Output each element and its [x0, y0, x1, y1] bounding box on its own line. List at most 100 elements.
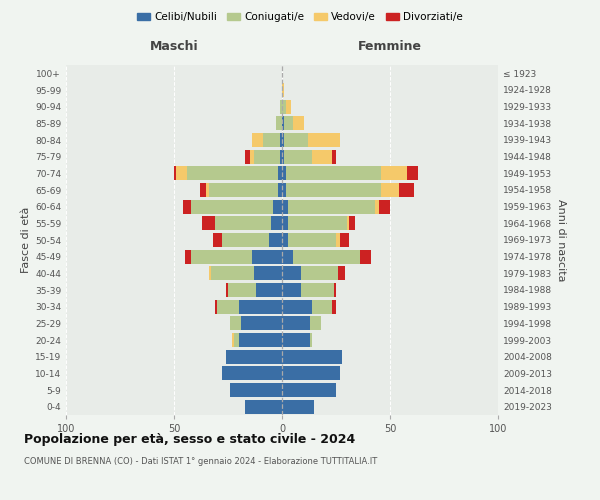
Bar — [312, 300, 332, 314]
Bar — [308, 133, 340, 147]
Bar — [340, 233, 349, 247]
Bar — [252, 133, 263, 147]
Bar — [301, 283, 334, 297]
Bar — [347, 216, 349, 230]
Bar — [282, 150, 284, 164]
Bar — [280, 150, 282, 164]
Bar — [379, 200, 390, 214]
Bar — [206, 183, 209, 197]
Bar — [226, 283, 228, 297]
Bar — [191, 200, 274, 214]
Bar — [256, 283, 282, 297]
Bar — [282, 250, 293, 264]
Bar — [245, 400, 282, 414]
Bar — [282, 316, 310, 330]
Text: Femmine: Femmine — [358, 40, 422, 52]
Bar — [282, 133, 284, 147]
Bar — [182, 200, 191, 214]
Bar — [176, 166, 187, 180]
Bar — [375, 200, 379, 214]
Y-axis label: Fasce di età: Fasce di età — [21, 207, 31, 273]
Bar — [280, 133, 282, 147]
Bar — [280, 100, 282, 114]
Bar — [221, 233, 269, 247]
Bar — [382, 166, 407, 180]
Y-axis label: Anni di nascita: Anni di nascita — [556, 198, 566, 281]
Bar — [274, 200, 282, 214]
Bar — [284, 116, 293, 130]
Bar — [250, 150, 254, 164]
Bar — [278, 166, 282, 180]
Bar — [275, 116, 282, 130]
Bar — [209, 266, 211, 280]
Bar — [382, 183, 398, 197]
Bar — [271, 216, 282, 230]
Bar — [310, 316, 321, 330]
Bar — [241, 316, 282, 330]
Bar — [407, 166, 418, 180]
Bar — [221, 366, 282, 380]
Bar — [301, 266, 338, 280]
Bar — [282, 166, 286, 180]
Bar — [282, 100, 286, 114]
Bar — [211, 266, 254, 280]
Bar — [286, 166, 382, 180]
Bar — [174, 166, 176, 180]
Bar — [239, 333, 282, 347]
Bar — [209, 183, 278, 197]
Bar — [213, 233, 221, 247]
Bar — [200, 183, 206, 197]
Bar — [312, 150, 332, 164]
Bar — [284, 150, 312, 164]
Bar — [263, 133, 280, 147]
Bar — [293, 116, 304, 130]
Bar — [282, 216, 289, 230]
Bar — [232, 333, 235, 347]
Bar — [252, 250, 282, 264]
Bar — [349, 216, 355, 230]
Bar — [398, 183, 414, 197]
Bar — [282, 283, 301, 297]
Bar — [334, 283, 336, 297]
Bar — [235, 333, 239, 347]
Bar — [185, 250, 191, 264]
Bar — [282, 266, 301, 280]
Bar — [228, 283, 256, 297]
Bar — [282, 366, 340, 380]
Bar — [282, 300, 312, 314]
Bar — [282, 400, 314, 414]
Bar — [289, 216, 347, 230]
Bar — [230, 316, 241, 330]
Bar — [215, 216, 271, 230]
Bar — [191, 250, 252, 264]
Bar — [269, 233, 282, 247]
Bar — [282, 383, 336, 397]
Bar — [289, 200, 375, 214]
Bar — [202, 216, 215, 230]
Bar — [286, 100, 290, 114]
Bar — [310, 333, 312, 347]
Bar — [284, 133, 308, 147]
Bar — [332, 300, 336, 314]
Bar — [282, 233, 289, 247]
Bar — [282, 333, 310, 347]
Bar — [217, 300, 239, 314]
Bar — [282, 200, 289, 214]
Bar — [338, 266, 344, 280]
Bar — [286, 183, 382, 197]
Bar — [215, 300, 217, 314]
Bar — [289, 233, 336, 247]
Bar — [282, 116, 284, 130]
Bar — [245, 150, 250, 164]
Bar — [254, 266, 282, 280]
Bar — [254, 150, 280, 164]
Bar — [282, 183, 286, 197]
Bar — [360, 250, 371, 264]
Bar — [293, 250, 360, 264]
Bar — [230, 383, 282, 397]
Text: Popolazione per età, sesso e stato civile - 2024: Popolazione per età, sesso e stato civil… — [24, 432, 355, 446]
Bar — [239, 300, 282, 314]
Bar — [226, 350, 282, 364]
Bar — [278, 183, 282, 197]
Bar — [336, 233, 340, 247]
